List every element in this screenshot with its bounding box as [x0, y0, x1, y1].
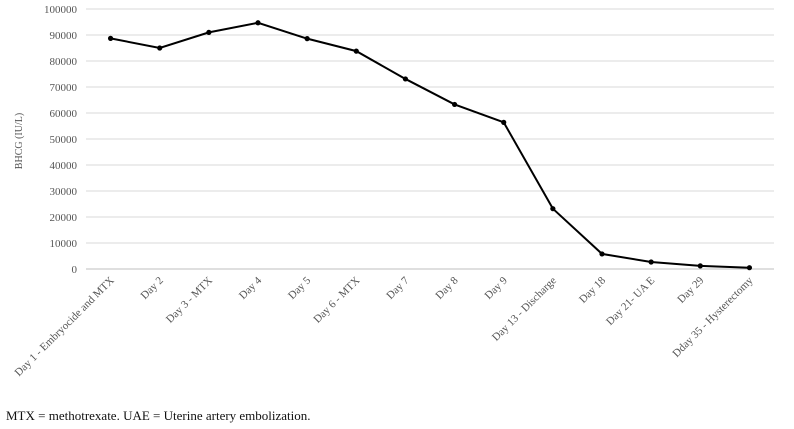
data-point — [304, 36, 310, 42]
x-tick-label: Day 29 — [675, 274, 707, 306]
footnote: MTX = methotrexate. UAE = Uterine artery… — [6, 408, 311, 423]
y-tick-label: 90000 — [50, 30, 78, 42]
y-tick-label: 40000 — [50, 160, 78, 172]
data-point — [206, 29, 212, 35]
data-point — [402, 76, 409, 82]
y-tick-label: 60000 — [50, 108, 78, 120]
x-tick-label: Day 9 — [483, 274, 511, 302]
x-tick-label: Dday 35 - Hysterectomy — [670, 274, 756, 360]
data-point — [353, 48, 359, 54]
bhcg-line-chart: 0 10000 20000 30000 40000 50000 60000 70000 8000… — [13, 4, 774, 379]
y-tick-label: 100000 — [44, 4, 78, 16]
data-point — [697, 263, 703, 269]
x-tick-label: Day 1 - Embryocide and MTX — [13, 275, 117, 379]
y-tick-label: 70000 — [50, 82, 78, 94]
y-tick-label: 20000 — [50, 212, 78, 224]
x-tick-label: Day 18 — [577, 274, 609, 306]
y-tick-label: 30000 — [50, 186, 78, 198]
data-point — [648, 259, 654, 265]
y-tick-label: 10000 — [50, 238, 78, 250]
x-tick-label: Day 5 — [286, 274, 314, 302]
x-tick-label: Day 6 - MTX — [311, 275, 362, 326]
series-line — [110, 21, 750, 269]
y-tick-labels: 0 10000 20000 30000 40000 50000 60000 70000 8000… — [44, 4, 78, 276]
data-points — [107, 20, 753, 271]
x-tick-label: Day 2 — [139, 275, 166, 302]
y-tick-label: 0 — [72, 264, 78, 276]
y-tick-label: 50000 — [50, 134, 78, 146]
data-point — [599, 251, 605, 257]
y-tick-label: 80000 — [50, 56, 78, 68]
gridlines — [86, 8, 774, 270]
x-tick-label: Day 8 — [433, 274, 461, 302]
data-point — [501, 119, 507, 125]
data-point — [157, 45, 163, 51]
data-point — [255, 20, 261, 26]
x-tick-label: Day 3 - MTX — [164, 275, 215, 326]
data-point — [107, 35, 114, 41]
data-point — [550, 206, 556, 212]
data-point — [451, 101, 458, 108]
x-tick-label: Day 21- UA E — [604, 274, 657, 327]
y-axis-label: BHCG (IU/L) — [14, 113, 25, 169]
x-tick-label: Day 7 — [384, 274, 412, 302]
data-point — [746, 265, 753, 271]
x-tick-label: Day 4 — [237, 274, 265, 302]
